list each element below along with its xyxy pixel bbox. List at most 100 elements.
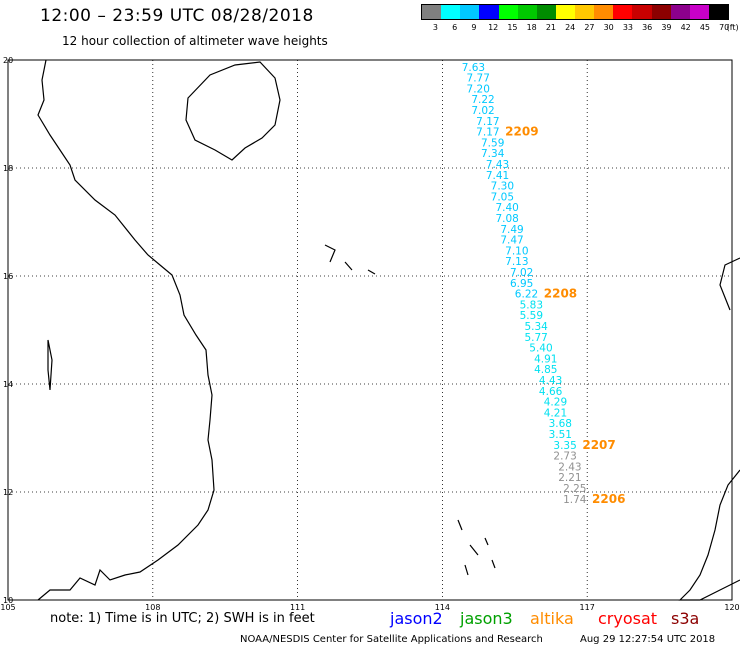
color-scale-label: 21 xyxy=(545,23,557,32)
color-scale-label: 3 xyxy=(432,23,438,32)
wave-height-label: 4.91 xyxy=(534,353,557,365)
footnote: note: 1) Time is in UTC; 2) SWH is in fe… xyxy=(50,611,315,626)
color-scale-label: 30 xyxy=(603,23,614,32)
wave-height-label: 4.85 xyxy=(534,364,557,376)
legend-altika: altika xyxy=(530,609,574,628)
lon-label: 105 xyxy=(0,603,15,612)
wave-height-label: 7.02 xyxy=(471,105,494,117)
coastline xyxy=(37,59,740,601)
color-swatch-70 xyxy=(708,5,728,19)
color-swatch-27 xyxy=(575,5,595,19)
color-scale-label: 18 xyxy=(526,23,537,32)
lat-label: 20 xyxy=(3,56,13,65)
wave-height-label: 7.47 xyxy=(500,235,523,247)
color-swatch-30 xyxy=(594,5,614,19)
legend-s3a: s3a xyxy=(671,609,700,628)
color-scale-unit: (ft) xyxy=(726,23,739,32)
color-swatch-6 xyxy=(441,5,461,19)
wave-height-label: 7.41 xyxy=(486,170,509,182)
time-labels: 2209 2208 2207 2206 xyxy=(505,125,625,506)
wave-height-label: 2.43 xyxy=(558,461,581,473)
wave-height-label: 6.95 xyxy=(510,278,533,290)
legend-jason2: jason2 xyxy=(390,609,443,628)
color-swatch-39 xyxy=(651,5,671,19)
wave-height-label: 5.83 xyxy=(520,299,543,311)
wave-height-label: 7.63 xyxy=(462,62,485,74)
wave-height-label: 7.22 xyxy=(471,94,494,106)
wave-height-label: 7.30 xyxy=(491,181,514,193)
wave-height-label: 7.17 xyxy=(476,116,499,128)
credit-text: NOAA/NESDIS Center for Satellite Applica… xyxy=(240,634,543,645)
color-swatch-24 xyxy=(555,5,575,19)
color-scale-label: 24 xyxy=(565,23,576,32)
palawan-coastline xyxy=(678,469,740,601)
color-scale-label: 39 xyxy=(661,23,672,32)
wave-height-label: 3.51 xyxy=(549,429,572,441)
lon-label: 114 xyxy=(435,603,450,612)
wave-height-label: 7.40 xyxy=(495,202,518,214)
wave-height-label: 3.68 xyxy=(549,418,572,430)
wave-height-label: 1.74 xyxy=(563,494,587,506)
lat-label: 12 xyxy=(3,488,13,497)
color-swatch-9 xyxy=(460,5,480,19)
wave-height-label: 7.10 xyxy=(505,245,528,257)
color-scale-label: 9 xyxy=(471,23,477,32)
wave-height-label: 4.29 xyxy=(544,397,567,409)
wave-height-label: 2.73 xyxy=(553,451,576,463)
spratly-islands xyxy=(457,519,496,576)
color-swatch-12 xyxy=(479,5,499,19)
wave-height-label: 5.40 xyxy=(529,343,552,355)
wave-height-label: 7.05 xyxy=(491,191,514,203)
paracel-islands xyxy=(324,244,376,275)
wave-height-label: 4.66 xyxy=(539,386,563,398)
wave-height-label: 7.17 xyxy=(476,127,499,139)
wave-height-label: 3.35 xyxy=(553,440,576,452)
color-scale-label: 36 xyxy=(642,23,653,32)
color-scale-label: 6 xyxy=(452,23,458,32)
color-scale-label: 45 xyxy=(699,23,711,32)
color-swatch-36 xyxy=(632,5,652,19)
lon-label: 117 xyxy=(580,603,595,612)
lon-label: 108 xyxy=(145,603,160,612)
wave-height-label: 5.77 xyxy=(524,332,547,344)
legend-jason3: jason3 xyxy=(460,609,513,628)
color-scale-label: 27 xyxy=(584,23,595,32)
color-swatch-33 xyxy=(613,5,633,19)
grid-lines xyxy=(7,59,733,601)
page-subtitle: 12 hour collection of altimeter wave hei… xyxy=(62,34,328,48)
lon-label: 120 xyxy=(724,603,739,612)
color-scale-label: 70 xyxy=(719,23,730,32)
generated-timestamp: Aug 29 12:27:54 UTC 2018 xyxy=(580,634,716,645)
page-title: 12:00 – 23:59 UTC 08/28/2018 xyxy=(40,6,314,26)
wave-height-label: 2.25 xyxy=(563,483,586,495)
map-frame xyxy=(7,59,733,601)
wave-height-label: 7.02 xyxy=(510,267,533,279)
track-time-label: 2209 xyxy=(505,125,538,139)
phu-quoc-island xyxy=(47,339,53,391)
color-swatch-18 xyxy=(517,5,537,19)
color-swatch-21 xyxy=(536,5,556,19)
wave-height-label: 5.59 xyxy=(520,310,543,322)
wave-height-label: 7.43 xyxy=(486,159,509,171)
color-swatch-3 xyxy=(422,5,442,19)
luzon-coastline xyxy=(719,257,740,311)
wave-height-label: 4.21 xyxy=(544,407,567,419)
wave-height-label: 7.77 xyxy=(467,73,490,85)
color-scale-label: 12 xyxy=(488,23,499,32)
lon-label: 111 xyxy=(290,603,305,612)
color-scale: 3 6 9 12 15 18 21 24 27 30 33 36 39 42 45 70 (ft) xyxy=(421,4,739,35)
color-scale-label: 33 xyxy=(622,23,634,32)
legend-cryosat: cryosat xyxy=(598,609,658,628)
color-swatch-15 xyxy=(498,5,518,19)
lat-label: 16 xyxy=(3,272,13,281)
wave-height-label: 7.13 xyxy=(505,256,528,268)
track-time-label: 2208 xyxy=(544,287,577,301)
wave-height-label: 7.20 xyxy=(467,83,490,95)
wave-height-label: 7.08 xyxy=(495,213,518,225)
hainan-coastline xyxy=(185,61,281,161)
lat-label: 10 xyxy=(3,596,13,605)
wave-height-label: 7.59 xyxy=(481,137,504,149)
color-scale-labels: 3 6 9 12 15 18 21 24 27 30 33 36 39 42 45 70 (ft) xyxy=(421,23,739,35)
color-scale-label: 42 xyxy=(680,23,691,32)
